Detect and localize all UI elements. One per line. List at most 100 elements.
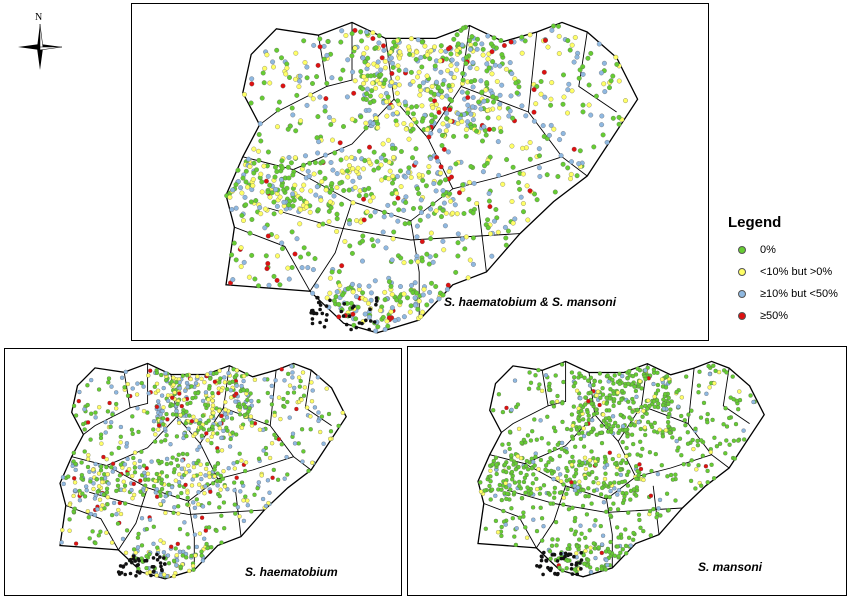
survey-point xyxy=(274,47,280,53)
survey-point xyxy=(136,429,141,435)
survey-point xyxy=(199,425,204,430)
survey-point xyxy=(290,172,296,178)
survey-point xyxy=(265,390,270,396)
survey-point xyxy=(574,491,579,496)
survey-point xyxy=(520,145,526,151)
survey-point xyxy=(92,512,98,518)
survey-point xyxy=(491,126,497,132)
survey-point xyxy=(222,380,228,385)
survey-point xyxy=(282,378,287,383)
survey-point xyxy=(337,180,343,186)
survey-point xyxy=(248,414,254,419)
survey-point xyxy=(115,483,121,488)
survey-point xyxy=(324,52,330,58)
survey-point xyxy=(242,412,247,418)
survey-point xyxy=(223,407,228,412)
survey-point xyxy=(197,531,203,536)
survey-point xyxy=(578,436,583,442)
survey-point xyxy=(160,408,165,414)
survey-point xyxy=(685,441,691,446)
survey-point xyxy=(707,385,712,390)
survey-point xyxy=(697,369,702,374)
survey-point xyxy=(742,437,747,442)
survey-point xyxy=(502,462,508,467)
survey-point xyxy=(72,480,78,485)
coastal-point xyxy=(310,317,315,321)
survey-point xyxy=(336,423,341,429)
survey-point xyxy=(164,411,169,417)
survey-point xyxy=(591,382,596,388)
survey-point xyxy=(94,477,99,482)
survey-point xyxy=(188,400,193,406)
survey-point xyxy=(366,185,372,191)
survey-point xyxy=(179,490,184,496)
survey-point xyxy=(144,554,149,559)
survey-point xyxy=(152,384,157,389)
survey-point xyxy=(329,269,335,275)
survey-point xyxy=(271,211,277,217)
survey-point xyxy=(449,98,454,104)
survey-point xyxy=(206,525,212,530)
survey-point xyxy=(561,482,566,487)
survey-point xyxy=(132,461,137,466)
survey-point xyxy=(377,81,383,86)
survey-point xyxy=(674,389,679,395)
survey-point xyxy=(378,67,384,73)
survey-point xyxy=(375,238,381,244)
survey-point xyxy=(717,441,723,446)
survey-point xyxy=(588,545,593,550)
survey-point xyxy=(73,541,79,546)
survey-point xyxy=(454,48,460,53)
survey-point xyxy=(504,469,509,475)
survey-point xyxy=(470,210,476,216)
survey-point xyxy=(428,156,434,161)
survey-point xyxy=(73,413,79,418)
coastal-point xyxy=(572,554,576,559)
survey-point xyxy=(231,461,236,466)
survey-point xyxy=(241,378,246,384)
survey-point xyxy=(655,471,661,477)
survey-point xyxy=(676,445,681,450)
survey-point xyxy=(711,363,716,368)
survey-point xyxy=(596,41,602,47)
survey-point xyxy=(415,186,420,192)
survey-point xyxy=(616,453,622,458)
survey-point xyxy=(193,553,198,558)
survey-point xyxy=(417,83,423,89)
survey-point xyxy=(173,478,178,483)
survey-point xyxy=(315,207,321,213)
survey-point xyxy=(174,412,179,418)
survey-point xyxy=(413,146,419,152)
survey-point xyxy=(316,410,321,415)
survey-point xyxy=(637,462,642,467)
survey-point xyxy=(497,101,503,107)
survey-point xyxy=(559,362,565,367)
survey-point xyxy=(572,35,578,40)
survey-point xyxy=(304,102,310,108)
survey-point xyxy=(466,196,472,202)
survey-point xyxy=(463,127,469,133)
survey-point xyxy=(210,406,215,412)
survey-point xyxy=(317,44,323,50)
survey-point xyxy=(564,450,569,455)
survey-point xyxy=(694,467,699,472)
survey-point xyxy=(257,427,263,432)
survey-point xyxy=(96,387,102,392)
survey-point xyxy=(205,461,210,467)
survey-point xyxy=(218,487,223,492)
coastal-point xyxy=(131,554,136,558)
survey-point xyxy=(653,451,658,457)
survey-point xyxy=(96,533,101,538)
survey-point xyxy=(572,375,577,380)
survey-point xyxy=(252,276,258,282)
survey-point xyxy=(513,80,519,86)
survey-point xyxy=(496,172,502,178)
survey-point xyxy=(307,160,313,166)
survey-point xyxy=(223,399,228,405)
survey-point xyxy=(619,388,625,394)
survey-point xyxy=(525,433,531,438)
survey-point xyxy=(248,100,254,106)
survey-point xyxy=(238,405,243,410)
survey-point xyxy=(592,523,597,528)
survey-point xyxy=(189,419,195,424)
